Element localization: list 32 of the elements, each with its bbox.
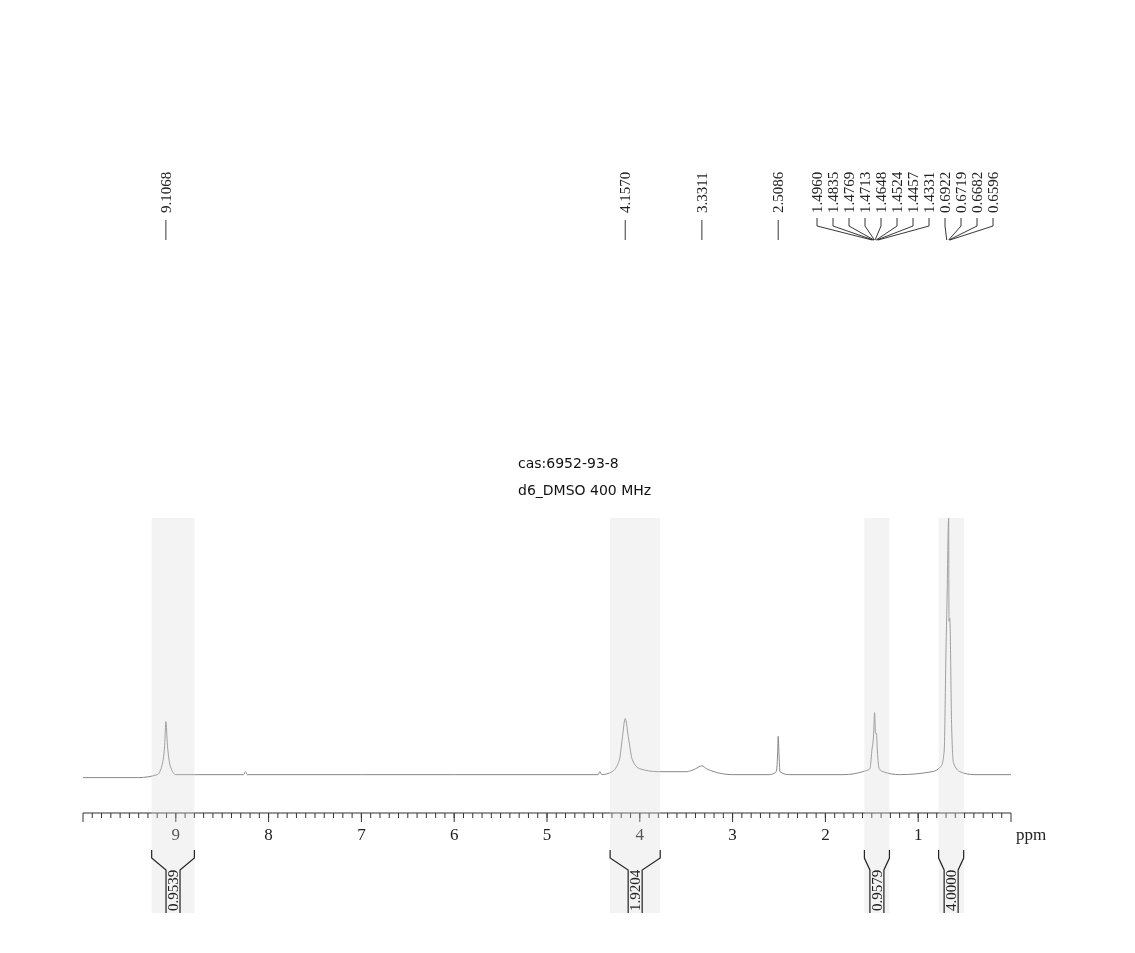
band-label: 1.9204 [627, 869, 644, 911]
x-tick-label: 8 [264, 825, 273, 844]
annotation: 0.6719 [953, 171, 969, 213]
annotation: 0.6682 [969, 171, 985, 213]
annotation: 1.4648 [873, 171, 889, 213]
x-tick-label: 9 [171, 825, 181, 844]
annotation: 1.4713 [857, 171, 873, 213]
band-label: 4.0000 [943, 869, 960, 911]
x-tick-label: 7 [357, 825, 367, 844]
x-tick-label: 5 [542, 825, 552, 844]
annotation: 1.4769 [841, 171, 857, 213]
x-tick-label: 6 [449, 825, 459, 844]
annotation: 1.4524 [889, 171, 905, 213]
annotation: 3.3311 [693, 172, 710, 213]
band-label: 0.9539 [165, 869, 182, 911]
annotation: 0.6922 [937, 171, 953, 213]
annotation: 1.4331 [921, 171, 937, 213]
text: cas:6952-93-8 [518, 455, 619, 471]
annotation: 2.5086 [770, 171, 787, 213]
annotation: 1.4960 [809, 171, 825, 213]
annotation: 1.4457 [905, 171, 921, 213]
x-tick-label: 3 [728, 825, 737, 844]
annotation: 0.6596 [985, 171, 1001, 213]
text: d6_DMSO 400 MHz [518, 482, 652, 498]
x-tick-label: 2 [821, 825, 830, 844]
band-label: 0.9579 [868, 869, 885, 911]
x-tick-label: 1 [913, 825, 923, 844]
annotation: 1.4835 [825, 171, 841, 213]
x-tick-label: 4 [635, 825, 645, 844]
x-axis-title: ppm [1015, 825, 1047, 844]
annotation: 4.1570 [617, 171, 634, 213]
annotation: 9.1068 [157, 171, 174, 213]
